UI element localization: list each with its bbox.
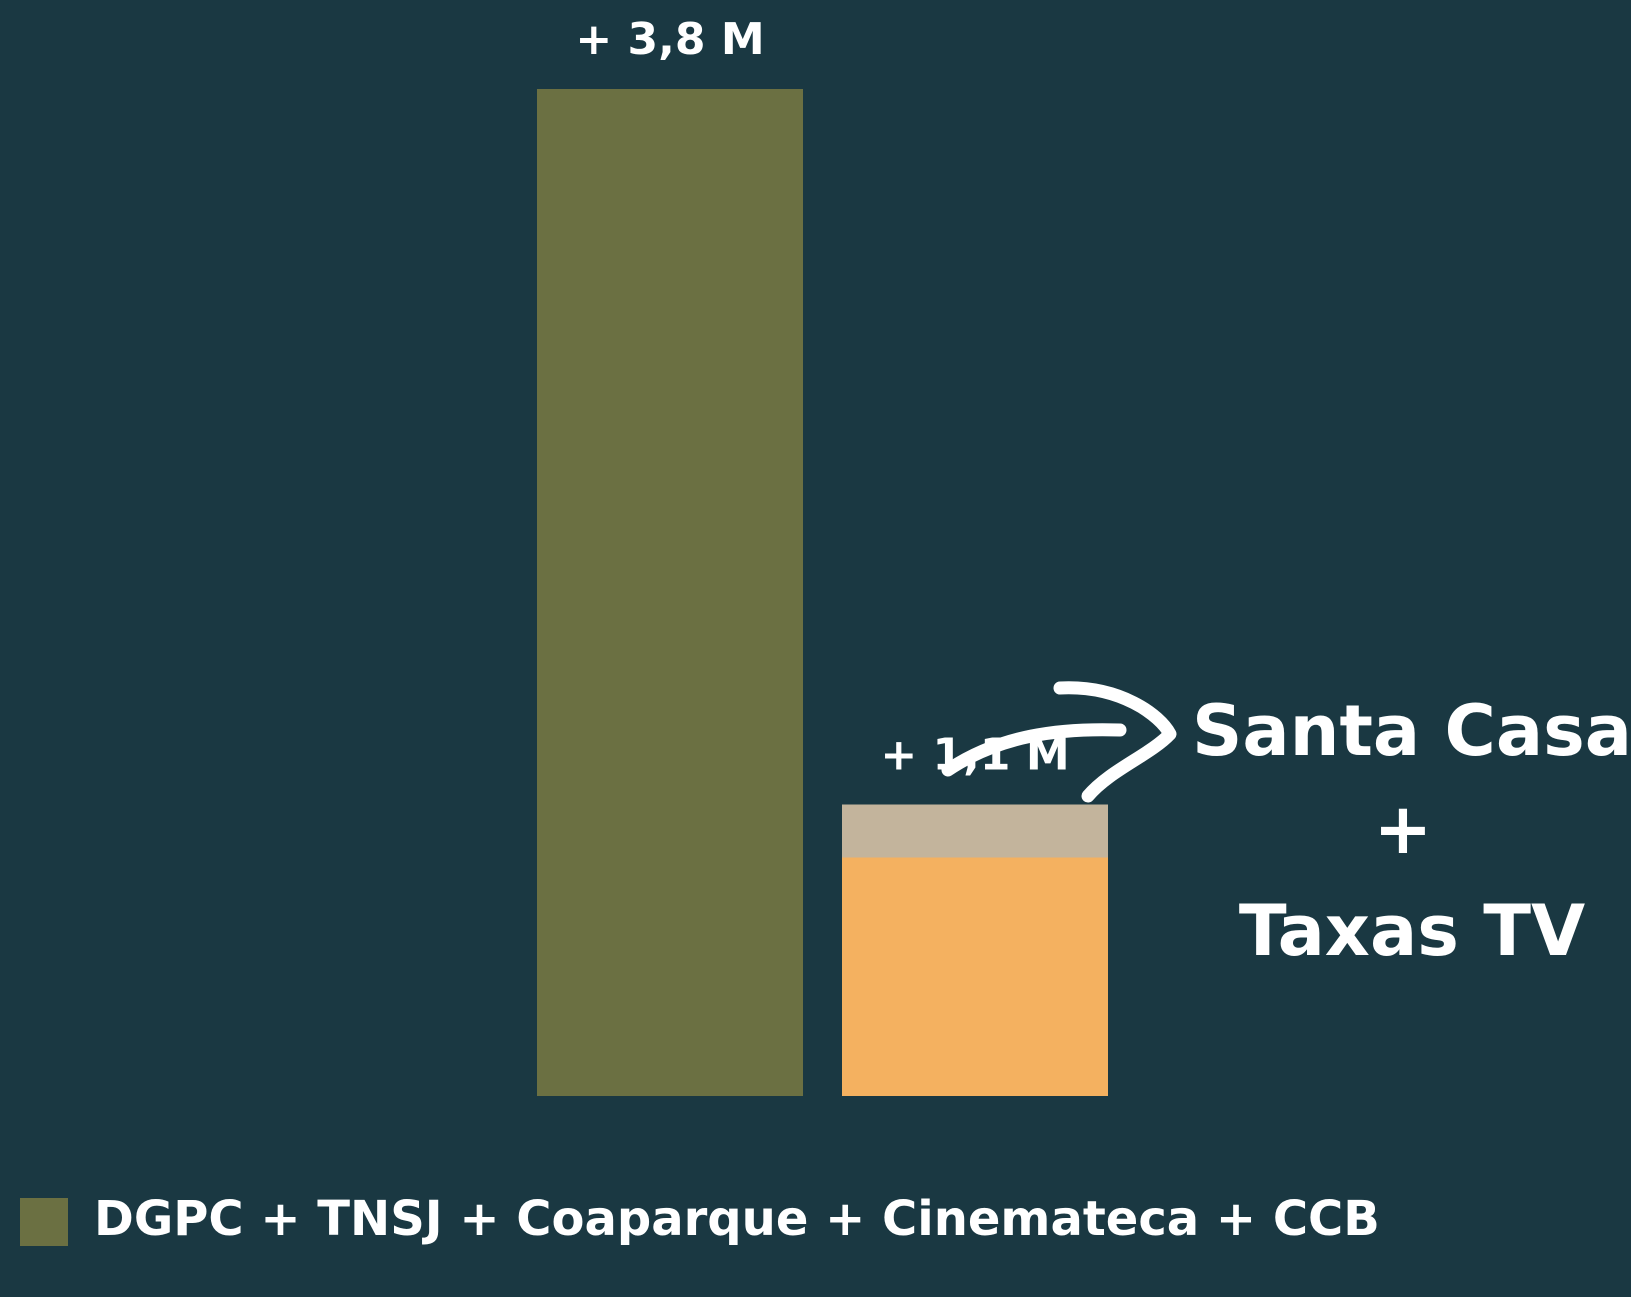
total-label: + 1,1 M (880, 730, 1069, 781)
bar-segment (537, 89, 803, 1096)
annotation-arrow (941, 681, 1177, 803)
total-label: + 3,8 M (575, 14, 764, 65)
bar-segment (842, 857, 1108, 1096)
annotation-text: + (1374, 788, 1433, 870)
annotation-text: Taxas TV (1239, 890, 1585, 972)
legend-label: DGPC + TNSJ + Coaparque + Cinemateca + C… (94, 1191, 1380, 1247)
legend-swatch (20, 1198, 68, 1246)
bar-segment (842, 804, 1108, 858)
annotation-text: Santa Casa (1192, 690, 1631, 772)
